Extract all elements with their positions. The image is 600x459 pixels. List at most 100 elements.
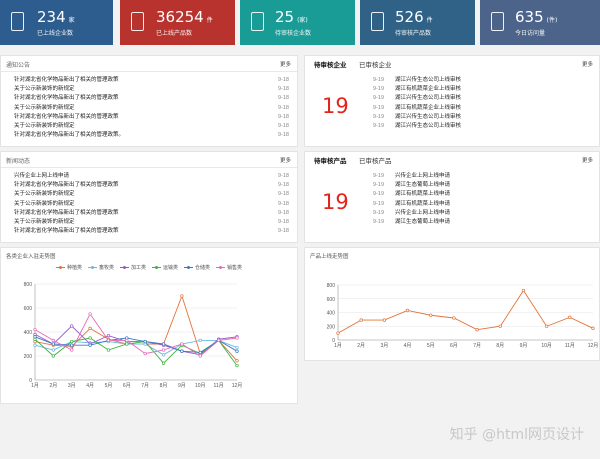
x-tick-label: 11月 xyxy=(565,343,575,349)
stat-label: 待审核企业数 xyxy=(275,31,312,37)
data-point xyxy=(106,333,111,338)
legend-item[interactable]: 仓储类 xyxy=(184,264,210,271)
list-item[interactable]: 关于公示新装饰的新规定 9-18 xyxy=(1,190,297,199)
data-point xyxy=(198,350,202,355)
item-text: 湖江有机蔬菜上线申请 xyxy=(395,200,451,207)
list-item[interactable]: 9-19 湖江生态葡萄上线申请 xyxy=(373,218,599,227)
list-item[interactable]: 9-19 湖江兴传生态公司上线审核 xyxy=(373,113,599,122)
list-item[interactable]: 关于公示新装饰的新规定 9-18 xyxy=(1,85,297,94)
data-point xyxy=(70,343,74,347)
list-item[interactable]: 关于公示新装饰的新规定 9-18 xyxy=(1,122,297,131)
news-panel: 新闻动态 更多 兴传企业上网上线申请 9-18 针对湖北省化学物品新出了相关的管理… xyxy=(0,151,298,243)
x-tick-label: 10月 xyxy=(195,383,206,389)
stat-card-online-products[interactable]: 36254 件 已上线产品数 xyxy=(120,0,235,45)
item-date: 9-19 xyxy=(373,191,385,198)
legend-label: 畜牧类 xyxy=(98,265,114,271)
list-item[interactable]: 关于公示新装饰的新规定 9-18 xyxy=(1,218,297,227)
tab-pending-product[interactable]: 待审核产品 xyxy=(314,158,347,165)
news-item-text: 关于公示新装饰的新规定 xyxy=(14,191,75,198)
item-date: 9-19 xyxy=(373,77,385,83)
list-item[interactable]: 9-19 湖江兴传生态公司上线审核 xyxy=(373,76,599,85)
data-point xyxy=(180,342,184,346)
data-point xyxy=(235,345,239,350)
pending-enterprise-more-link[interactable]: 更多 xyxy=(581,62,593,68)
x-tick-label: 11月 xyxy=(214,383,224,389)
item-text: 湖江兴传生态公司上线审核 xyxy=(395,95,462,102)
notice-more-link[interactable]: 更多 xyxy=(279,62,291,68)
notice-item-text: 针对湖北省化学物品新出了相关的管理政策 xyxy=(14,77,119,83)
list-item[interactable]: 兴传企业上网上线申请 9-18 xyxy=(1,172,297,181)
legend-item[interactable]: 销售类 xyxy=(216,264,242,271)
x-tick-label: 4月 xyxy=(404,343,412,349)
data-point xyxy=(33,327,37,332)
list-item[interactable]: 9-19 湖江生态葡萄上线申请 xyxy=(373,181,599,190)
legend-label: 销售类 xyxy=(227,265,243,271)
stat-card-today-visits[interactable]: 635 (件) 今日访问量 xyxy=(480,0,600,45)
stat-card-pending-products[interactable]: 526 件 待审核产品数 xyxy=(360,0,475,45)
list-item[interactable]: 9-19 兴传企业上网上线申请 xyxy=(373,209,599,218)
item-date: 9-19 xyxy=(373,122,385,129)
notice-item-date: 9-18 xyxy=(277,86,289,93)
list-item[interactable]: 9-19 湖江兴传生态公司上线审核 xyxy=(373,94,599,103)
data-point xyxy=(51,354,56,358)
tab-reviewed-enterprise[interactable]: 已审核企业 xyxy=(359,62,392,69)
data-point xyxy=(475,328,479,332)
pending-product-more-link[interactable]: 更多 xyxy=(581,158,593,164)
stat-card-online-enterprises[interactable]: 234 家 已上线企业数 xyxy=(0,0,113,45)
y-tick-label: 600 xyxy=(327,297,336,303)
list-item[interactable]: 9-19 湖江有机蔬菜企业上线审核 xyxy=(373,104,599,113)
list-item[interactable]: 关于公示新装饰的新规定 9-18 xyxy=(1,104,297,113)
legend-swatch xyxy=(87,265,97,269)
document-icon xyxy=(491,12,504,31)
data-point xyxy=(161,342,166,346)
x-tick-label: 8月 xyxy=(496,343,504,349)
list-item[interactable]: 9-19 兴传企业上网上线申请 xyxy=(373,172,599,181)
legend-swatch xyxy=(216,265,226,269)
news-more-link[interactable]: 更多 xyxy=(279,158,291,164)
x-tick-label: 9月 xyxy=(178,383,186,389)
item-text: 湖江兴传生态公司上线审核 xyxy=(395,77,462,83)
stat-label: 已上线产品数 xyxy=(156,31,193,37)
series-line xyxy=(34,336,238,353)
legend-item[interactable]: 加工类 xyxy=(119,264,146,271)
y-tick-label: 400 xyxy=(24,330,33,336)
list-item[interactable]: 9-19 湖江兴传生态公司上线审核 xyxy=(373,122,599,131)
y-tick-label: 200 xyxy=(24,354,33,360)
list-item[interactable]: 9-19 湖江有机蔬菜上线申请 xyxy=(373,200,599,209)
x-tick-label: 5月 xyxy=(427,343,435,349)
y-tick-label: 800 xyxy=(24,282,33,288)
stat-card-pending-enterprises[interactable]: 25 (家) 待审核企业数 xyxy=(240,0,355,45)
list-item[interactable]: 针对湖北省化学物品新出了相关的管理政策。 9-18 xyxy=(1,131,297,140)
list-item[interactable]: 针对湖北省化学物品新出了相关的管理政策 9-18 xyxy=(1,113,297,122)
legend-label: 仓储类 xyxy=(195,265,211,271)
data-point xyxy=(161,361,166,365)
item-text: 湖江有机蔬菜上线申请 xyxy=(395,191,451,198)
list-item[interactable]: 9-19 湖江有机蔬菜企业上线审核 xyxy=(373,85,599,94)
data-point xyxy=(161,353,166,357)
list-item[interactable]: 针对湖北省化学物品新出了相关的管理政策 9-18 xyxy=(1,209,297,218)
data-point xyxy=(125,342,129,346)
x-tick-label: 2月 xyxy=(357,343,365,349)
data-point xyxy=(336,331,340,335)
list-item[interactable]: 针对湖北省化学物品新出了相关的管理政策 9-18 xyxy=(1,181,297,190)
list-item[interactable]: 9-19 湖江有机蔬菜上线申请 xyxy=(373,190,599,199)
notice-item-text: 关于公示新装饰的新规定 xyxy=(14,122,75,129)
item-date: 9-19 xyxy=(373,218,385,225)
list-item[interactable]: 关于公示新装饰的新规定 9-18 xyxy=(1,200,297,209)
data-point xyxy=(429,313,433,317)
legend-item[interactable]: 畜牧类 xyxy=(87,264,114,271)
list-item[interactable]: 针对湖北省化学物品新出了相关的管理政策 9-18 xyxy=(1,227,297,236)
notice-panel: 通知公告 更多 针对湖北省化学物品新出了相关的管理政策 9-18 关于公示新装饰的… xyxy=(0,55,298,147)
legend-item[interactable]: 种植类 xyxy=(55,264,82,271)
x-tick-label: 9月 xyxy=(520,343,528,349)
pending-product-header: 待审核产品 已审核产品 更多 xyxy=(305,152,599,168)
list-item[interactable]: 针对湖北省化学物品新出了相关的管理政策 9-18 xyxy=(1,94,297,103)
list-item[interactable]: 针对湖北省化学物品新出了相关的管理政策 9-18 xyxy=(1,76,297,85)
x-tick-label: 7月 xyxy=(473,343,481,349)
tab-pending-enterprise[interactable]: 待审核企业 xyxy=(314,62,347,69)
data-point xyxy=(521,288,526,293)
item-text: 湖江有机蔬菜企业上线审核 xyxy=(395,104,462,111)
tab-reviewed-product[interactable]: 已审核产品 xyxy=(359,158,392,165)
legend-item[interactable]: 运输类 xyxy=(152,264,178,271)
pending-enterprise-panel: 待审核企业 已审核企业 更多 19 9-19 湖江兴传生态公司上线审核 9-19 湖… xyxy=(304,55,600,147)
